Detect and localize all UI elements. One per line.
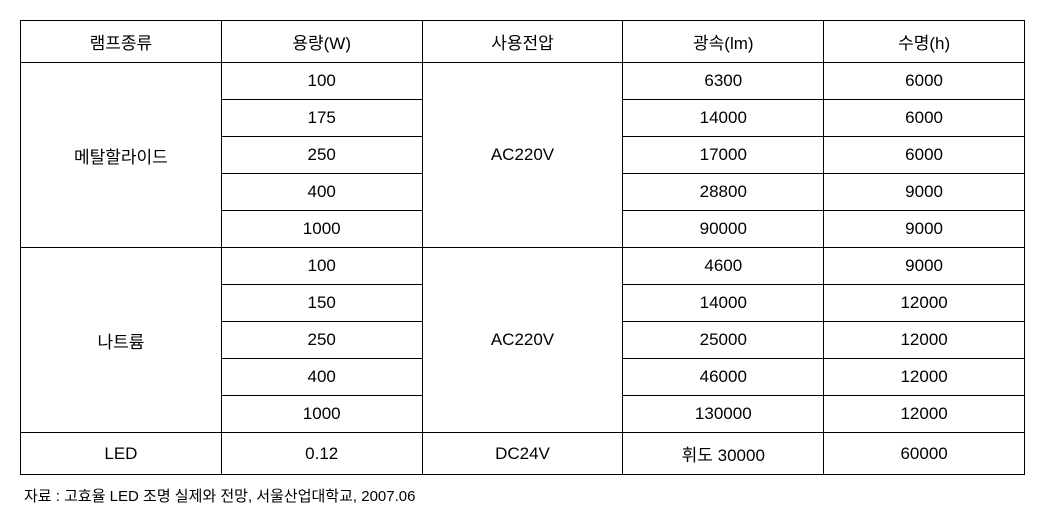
- cell-flux: 휘도 30000: [623, 433, 824, 475]
- cell-flux: 4600: [623, 248, 824, 285]
- cell-flux: 25000: [623, 322, 824, 359]
- cell-flux: 14000: [623, 100, 824, 137]
- cell-life: 9000: [824, 248, 1025, 285]
- cell-capacity: 400: [221, 174, 422, 211]
- col-flux: 광속(lm): [623, 21, 824, 63]
- cell-life: 9000: [824, 211, 1025, 248]
- cell-life: 6000: [824, 100, 1025, 137]
- cell-capacity: 175: [221, 100, 422, 137]
- col-voltage: 사용전압: [422, 21, 623, 63]
- cell-flux: 14000: [623, 285, 824, 322]
- cell-capacity: 400: [221, 359, 422, 396]
- col-life: 수명(h): [824, 21, 1025, 63]
- cell-flux: 28800: [623, 174, 824, 211]
- cell-lamp-type: 메탈할라이드: [21, 63, 222, 248]
- cell-life: 60000: [824, 433, 1025, 475]
- cell-capacity: 1000: [221, 211, 422, 248]
- cell-life: 9000: [824, 174, 1025, 211]
- cell-capacity: 1000: [221, 396, 422, 433]
- cell-voltage: AC220V: [422, 248, 623, 433]
- cell-voltage: AC220V: [422, 63, 623, 248]
- source-citation: 자료 : 고효율 LED 조명 실제와 전망, 서울산업대학교, 2007.06: [20, 485, 1025, 506]
- cell-flux: 46000: [623, 359, 824, 396]
- cell-capacity: 0.12: [221, 433, 422, 475]
- cell-voltage: DC24V: [422, 433, 623, 475]
- table-header-row: 램프종류 용량(W) 사용전압 광속(lm) 수명(h): [21, 21, 1025, 63]
- cell-lamp-type: 나트륨: [21, 248, 222, 433]
- cell-life: 6000: [824, 137, 1025, 174]
- cell-capacity: 250: [221, 137, 422, 174]
- cell-flux: 90000: [623, 211, 824, 248]
- cell-capacity: 250: [221, 322, 422, 359]
- lamp-spec-table: 램프종류 용량(W) 사용전압 광속(lm) 수명(h) 메탈할라이드 100 …: [20, 20, 1025, 475]
- col-lamp-type: 램프종류: [21, 21, 222, 63]
- lamp-spec-table-container: 램프종류 용량(W) 사용전압 광속(lm) 수명(h) 메탈할라이드 100 …: [20, 20, 1025, 506]
- cell-flux: 130000: [623, 396, 824, 433]
- table-row: LED 0.12 DC24V 휘도 30000 60000: [21, 433, 1025, 475]
- cell-life: 6000: [824, 63, 1025, 100]
- table-row: 나트륨 100 AC220V 4600 9000: [21, 248, 1025, 285]
- cell-life: 12000: [824, 359, 1025, 396]
- cell-life: 12000: [824, 396, 1025, 433]
- cell-capacity: 100: [221, 248, 422, 285]
- cell-capacity: 150: [221, 285, 422, 322]
- cell-life: 12000: [824, 285, 1025, 322]
- cell-flux: 17000: [623, 137, 824, 174]
- cell-capacity: 100: [221, 63, 422, 100]
- cell-lamp-type: LED: [21, 433, 222, 475]
- table-row: 메탈할라이드 100 AC220V 6300 6000: [21, 63, 1025, 100]
- cell-flux: 6300: [623, 63, 824, 100]
- cell-life: 12000: [824, 322, 1025, 359]
- col-capacity: 용량(W): [221, 21, 422, 63]
